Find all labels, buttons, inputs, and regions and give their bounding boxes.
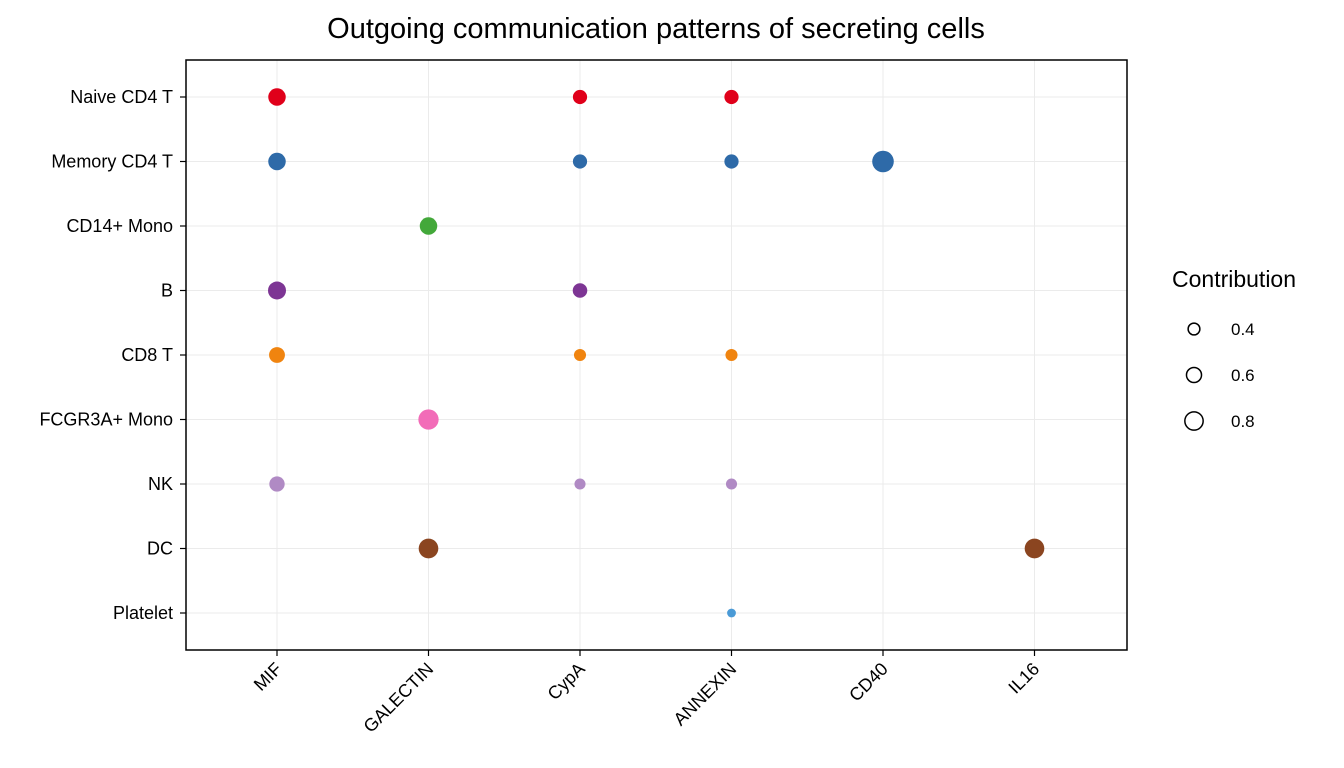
chart-title: Outgoing communication patterns of secre… [327, 13, 985, 45]
point-cd14-mono-galectin [419, 217, 438, 235]
point-naive-cd4-t-cypa [572, 89, 588, 105]
x-tick-label: MIF [250, 659, 286, 695]
point-platelet-annexin [727, 608, 736, 618]
y-tick-label: CD8 T [121, 345, 173, 365]
y-tick-label: NK [148, 474, 173, 494]
grid [186, 60, 1127, 650]
point-memory-cd4-t-cypa [572, 154, 588, 169]
point-cd8-t-annexin [725, 348, 738, 362]
point-naive-cd4-t-annexin [724, 89, 739, 105]
y-axis: Naive CD4 T Memory CD4 T CD14+ Mono B CD8 T F… [39, 87, 186, 623]
x-tick-label: CD40 [845, 659, 892, 706]
y-tick-label: Naive CD4 T [70, 87, 173, 107]
point-memory-cd4-t-mif [268, 152, 286, 171]
point-b-cypa [572, 283, 588, 298]
point-dc-galectin [418, 538, 439, 559]
legend-label: 0.6 [1231, 366, 1255, 385]
y-tick-label: B [161, 281, 173, 301]
points [268, 88, 1045, 618]
x-axis: MIF GALECTIN CypA ANNEXIN CD40 IL16 [250, 650, 1043, 737]
x-tick-label: IL16 [1004, 659, 1043, 698]
x-tick-label: ANNEXIN [670, 659, 741, 730]
legend-key [1184, 411, 1204, 431]
point-dc-il16 [1024, 538, 1045, 559]
y-tick-label: CD14+ Mono [66, 216, 173, 236]
y-tick-label: Platelet [113, 603, 173, 623]
point-b-mif [268, 281, 286, 300]
legend-title: Contribution [1172, 266, 1296, 292]
point-naive-cd4-t-mif [268, 88, 286, 106]
x-tick-label: GALECTIN [360, 659, 438, 737]
point-fcgr3a-mono-galectin [418, 409, 439, 430]
legend: Contribution 0.4 0.6 0.8 [1172, 266, 1296, 431]
legend-key [1187, 322, 1201, 336]
y-tick-label: Memory CD4 T [51, 152, 173, 172]
point-nk-mif [269, 476, 285, 492]
legend-label: 0.4 [1231, 320, 1255, 339]
legend-key [1185, 366, 1203, 384]
point-cd8-t-mif [269, 347, 285, 363]
legend-label: 0.8 [1231, 412, 1255, 431]
y-tick-label: DC [147, 539, 173, 559]
point-nk-cypa [574, 478, 586, 490]
y-tick-label: FCGR3A+ Mono [39, 410, 173, 430]
point-cd8-t-cypa [573, 348, 587, 362]
point-memory-cd4-t-annexin [724, 154, 739, 169]
x-tick-label: CypA [544, 659, 589, 704]
point-memory-cd4-t-cd40 [872, 150, 894, 173]
point-nk-annexin [725, 478, 738, 490]
